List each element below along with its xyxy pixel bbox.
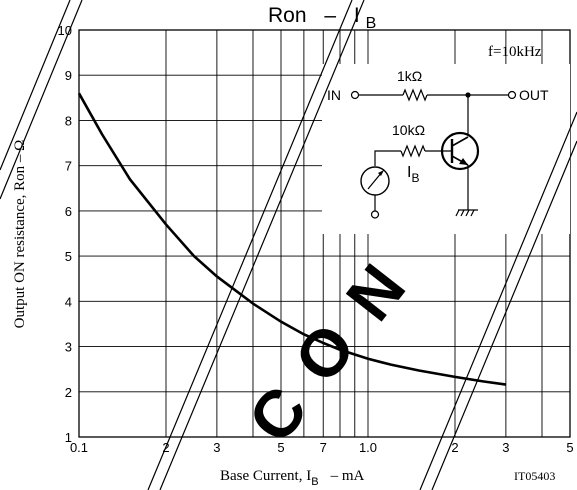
- x-tick-label: 7: [320, 440, 327, 455]
- y-tick-label: 5: [65, 249, 72, 264]
- y-axis-label: Output ON resistance, Ron – Ω: [12, 140, 28, 329]
- base-resistor: [400, 144, 426, 158]
- meter-terminal: [370, 210, 380, 219]
- x-tick-label: 1.0: [359, 440, 377, 455]
- x-tick-label: 3: [213, 440, 220, 455]
- x-tick-label: 0.1: [70, 440, 88, 455]
- x-tick-labels: 0.1 2 3 5 7 1.0 2 3 5: [70, 440, 574, 455]
- x-tick-label: 2: [162, 440, 169, 455]
- base-resistor-label: 10kΩ: [392, 122, 425, 138]
- svg-text:N: N: [332, 251, 420, 334]
- in-terminal: [350, 90, 360, 100]
- figure-code: IT05403: [514, 469, 555, 483]
- title-dash: –: [324, 4, 336, 27]
- y-tick-label: 6: [65, 204, 72, 219]
- y-tick-label: 2: [65, 385, 72, 400]
- title-variable: I: [354, 4, 360, 27]
- out-label: OUT: [519, 87, 549, 103]
- y-tick-label: 10: [58, 23, 72, 38]
- y-tick-label: 8: [65, 113, 72, 128]
- frequency-label: f=10kHz: [488, 44, 542, 60]
- x-tick-label: 5: [277, 440, 284, 455]
- x-tick-label: 2: [451, 440, 458, 455]
- y-tick-label: 1: [65, 430, 72, 445]
- meter-needle: [367, 171, 383, 190]
- watermark-letters: C O N: [234, 251, 420, 456]
- in-label: IN: [327, 87, 341, 103]
- y-tick-labels: 1 2 3 4 5 6 7 8 9 10: [58, 23, 72, 445]
- series-resistor: [402, 88, 428, 102]
- transistor-collector: [451, 136, 469, 147]
- emitter-arrow: [459, 158, 468, 165]
- y-tick-label: 9: [65, 68, 72, 83]
- ron-curve: [77, 92, 507, 386]
- x-axis-label: Base Current, IB – mA: [220, 468, 364, 488]
- current-label: IB: [407, 164, 419, 185]
- x-tick-label: 3: [502, 440, 509, 455]
- svg-text:O: O: [280, 310, 370, 396]
- y-tick-label: 4: [65, 294, 72, 309]
- y-tick-label: 7: [65, 159, 72, 174]
- ground-symbol: [455, 209, 478, 217]
- meter-needle-head: [378, 170, 384, 176]
- meter-wire: [374, 150, 401, 166]
- x-tick-label: 5: [566, 440, 573, 455]
- title-subscript: B: [366, 15, 377, 32]
- series-resistor-label: 1kΩ: [397, 68, 422, 84]
- test-circuit-inset: f=10kHz IN 1kΩ OUT 10kΩ: [322, 44, 570, 234]
- y-tick-label: 3: [65, 340, 72, 355]
- out-terminal: [507, 90, 517, 100]
- title-text: Ron: [268, 4, 307, 27]
- chart-title: Ron – I B: [268, 4, 376, 32]
